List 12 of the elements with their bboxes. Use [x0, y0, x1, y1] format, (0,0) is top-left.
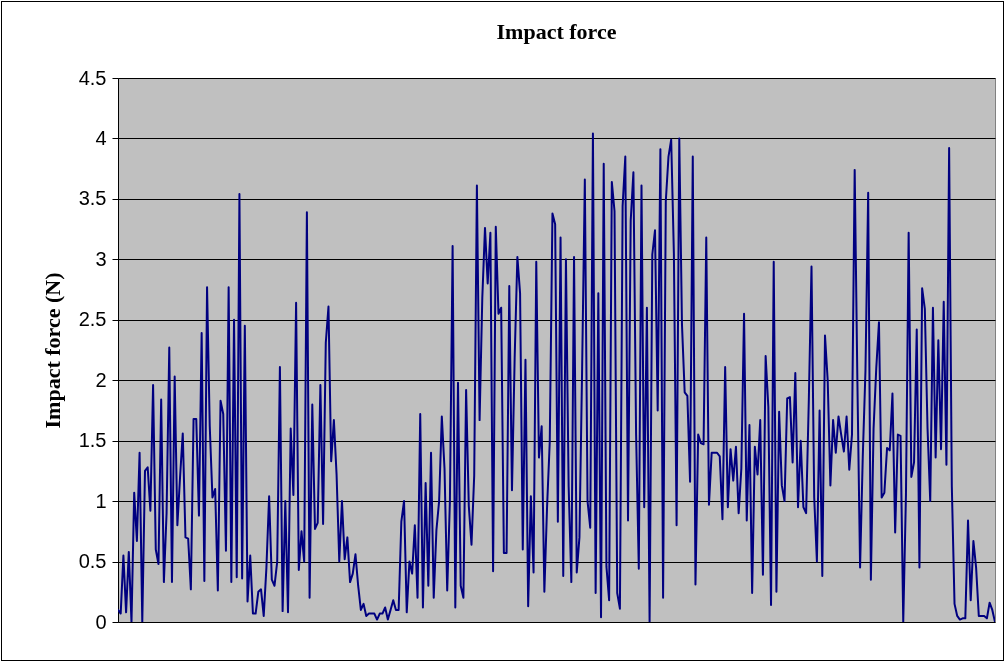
- y-tick-label: 2.5: [78, 308, 107, 331]
- y-tick-label: 4: [95, 126, 107, 149]
- y-tick-label: 1: [95, 489, 107, 512]
- chart-title: Impact force: [496, 19, 617, 44]
- y-tick-label: 1.5: [78, 429, 107, 452]
- y-tick-label: 2: [95, 368, 107, 391]
- y-tick-label: 3: [95, 247, 107, 270]
- y-axis-title: Impact force (N): [39, 272, 65, 429]
- y-tick-label: 0.5: [78, 550, 107, 573]
- y-tick-label: 0: [95, 610, 107, 633]
- y-tick-label: 4.5: [78, 66, 107, 89]
- y-tick-label: 3.5: [78, 187, 107, 210]
